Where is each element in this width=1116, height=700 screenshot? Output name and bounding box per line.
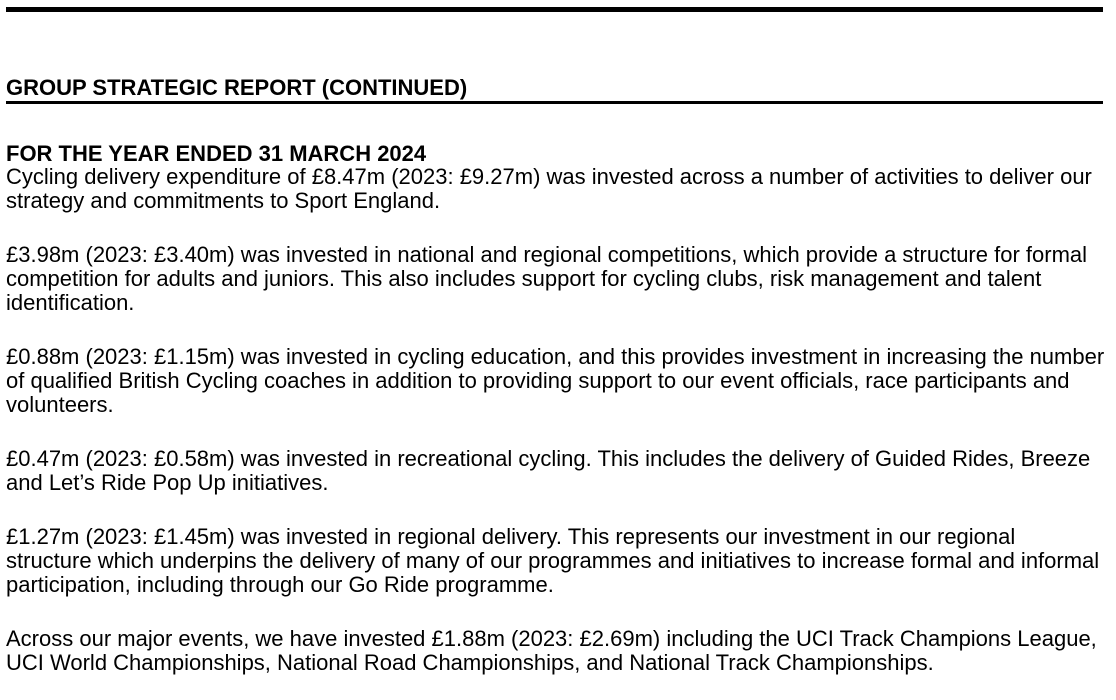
- paragraph-cycling-education: £0.88m (2023: £1.15m) was invested in cy…: [6, 345, 1104, 417]
- paragraph-line: identification.: [6, 290, 135, 315]
- paragraph-line: UCI World Championships, National Road C…: [6, 650, 934, 675]
- top-rule: [6, 7, 1103, 12]
- report-subtitle: FOR THE YEAR ENDED 31 MARCH 2024: [6, 141, 427, 166]
- paragraph-line: volunteers.: [6, 392, 114, 417]
- paragraph-line: strategy and commitments to Sport Englan…: [6, 188, 441, 213]
- paragraph-line: structure which underpins the delivery o…: [6, 548, 1100, 573]
- paragraph-regional-delivery: £1.27m (2023: £1.45m) was invested in re…: [6, 525, 1104, 597]
- report-body: Cycling delivery expenditure of £8.47m (…: [6, 165, 1104, 700]
- paragraph-line: £3.98m (2023: £3.40m) was invested in na…: [6, 242, 1088, 267]
- paragraph-line: and Let’s Ride Pop Up initiatives.: [6, 470, 329, 495]
- paragraph-national-regional-competitions: £3.98m (2023: £3.40m) was invested in na…: [6, 243, 1104, 315]
- paragraph-line: £0.88m (2023: £1.15m) was invested in cy…: [6, 344, 1105, 369]
- paragraph-line: competition for adults and juniors. This…: [6, 266, 1042, 291]
- paragraph-line: participation, including through our Go …: [6, 572, 554, 597]
- report-title: GROUP STRATEGIC REPORT (CONTINUED): [6, 75, 468, 100]
- paragraph-line: Across our major events, we have investe…: [6, 626, 1097, 651]
- paragraph-line: of qualified British Cycling coaches in …: [6, 368, 1070, 393]
- paragraph-line: Cycling delivery expenditure of £8.47m (…: [6, 164, 1092, 189]
- paragraph-recreational-cycling: £0.47m (2023: £0.58m) was invested in re…: [6, 447, 1104, 495]
- page-header: GROUP STRATEGIC REPORT (CONTINUED) FOR T…: [6, 33, 467, 209]
- paragraph-line: £0.47m (2023: £0.58m) was invested in re…: [6, 446, 1091, 471]
- paragraph-major-events: Across our major events, we have investe…: [6, 627, 1104, 675]
- paragraph-line: £1.27m (2023: £1.45m) was invested in re…: [6, 524, 1016, 549]
- header-divider-rule: [6, 101, 1103, 104]
- paragraph-cycling-delivery-expenditure: Cycling delivery expenditure of £8.47m (…: [6, 165, 1104, 213]
